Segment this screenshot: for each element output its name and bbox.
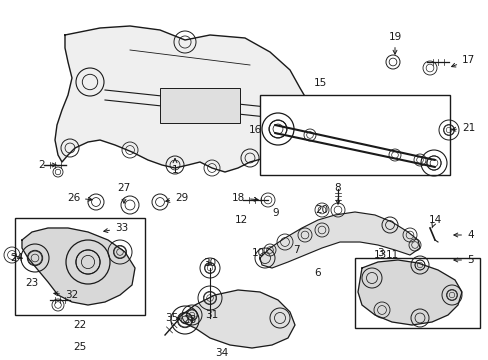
Text: 31: 31 — [205, 310, 218, 320]
Text: 12: 12 — [234, 215, 247, 225]
Text: 17: 17 — [451, 55, 474, 67]
Polygon shape — [260, 212, 419, 268]
Polygon shape — [55, 26, 314, 172]
Text: 1: 1 — [171, 159, 178, 175]
Text: 6: 6 — [314, 268, 321, 278]
Text: 5: 5 — [453, 255, 473, 265]
Text: 30: 30 — [203, 258, 216, 268]
Text: 22: 22 — [73, 320, 86, 330]
Text: 2: 2 — [38, 160, 56, 170]
Text: 9: 9 — [272, 208, 279, 218]
FancyBboxPatch shape — [160, 88, 240, 123]
Text: 21: 21 — [451, 123, 474, 133]
Text: 26: 26 — [67, 193, 92, 203]
Text: 11: 11 — [385, 250, 398, 260]
Text: 23: 23 — [25, 278, 39, 288]
Text: 24: 24 — [10, 253, 23, 263]
Polygon shape — [22, 228, 135, 305]
Text: 10: 10 — [251, 248, 264, 258]
Text: 28: 28 — [183, 315, 196, 325]
Text: 4: 4 — [453, 230, 473, 240]
Text: 18: 18 — [231, 193, 258, 203]
Bar — [260, 95, 449, 175]
Text: 7: 7 — [292, 245, 299, 255]
Text: 16: 16 — [248, 125, 262, 135]
Text: 27: 27 — [117, 183, 130, 203]
Bar — [15, 218, 145, 315]
Text: 14: 14 — [427, 215, 441, 228]
Text: 19: 19 — [387, 32, 401, 54]
Text: 35: 35 — [164, 313, 178, 323]
Text: 15: 15 — [313, 78, 326, 88]
Text: 32: 32 — [54, 290, 78, 300]
Polygon shape — [357, 260, 461, 325]
Text: 33: 33 — [103, 223, 128, 233]
Bar — [354, 258, 479, 328]
Text: 20: 20 — [315, 205, 328, 215]
Text: 3: 3 — [376, 248, 383, 258]
Text: 29: 29 — [165, 193, 188, 203]
Text: 8: 8 — [334, 183, 341, 204]
Polygon shape — [178, 290, 294, 348]
Text: 34: 34 — [215, 348, 228, 358]
Text: 13: 13 — [373, 250, 386, 260]
Text: 25: 25 — [73, 342, 86, 352]
